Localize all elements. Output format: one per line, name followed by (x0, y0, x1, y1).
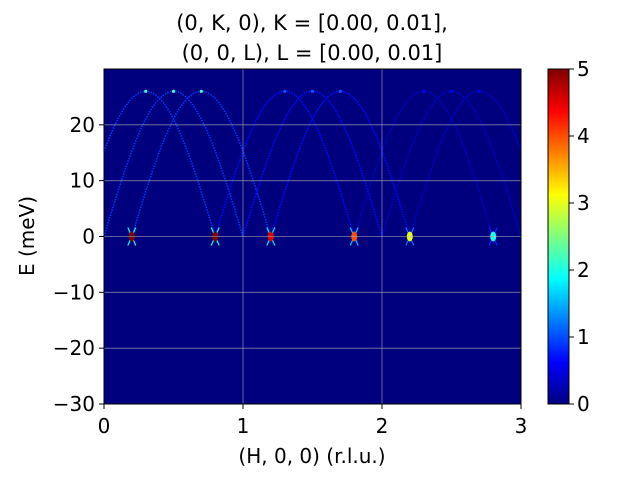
colorbar-tick-label: 0 (577, 392, 590, 416)
y-axis: −30 −20 −10 0 10 20 (53, 113, 104, 416)
y-tick-label: −20 (53, 336, 95, 360)
x-axis: 0 1 2 3 (98, 404, 528, 438)
y-tick-label: −30 (53, 392, 95, 416)
branch-peak (310, 89, 315, 93)
dispersion-branch (409, 90, 522, 237)
y-tick-label: −10 (53, 280, 95, 304)
branch-peak (199, 89, 203, 93)
x-tick-label: 0 (98, 414, 111, 438)
branch-peak (477, 89, 481, 93)
x-tick-label: 2 (376, 414, 389, 438)
branch-peak (449, 89, 454, 93)
title-line-1: (0, K, 0), K = [0.00, 0.01], (176, 11, 448, 35)
x-axis-label: (H, 0, 0) (r.l.u.) (238, 444, 385, 468)
x-tick-label: 1 (237, 414, 250, 438)
colorbar-tick-label: 1 (577, 325, 590, 349)
branch-peak (171, 89, 176, 93)
y-tick-label: 10 (70, 169, 95, 193)
colorbar (547, 68, 570, 405)
branch-peak (144, 89, 148, 93)
branch-peak (283, 89, 287, 93)
y-tick-label: 20 (70, 113, 95, 137)
colorbar-ticks: 0 1 2 3 4 5 (569, 57, 590, 416)
colorbar-tick-label: 5 (577, 57, 590, 81)
branch-peak (422, 89, 426, 93)
colorbar-tick-label: 4 (577, 124, 590, 148)
colorbar-tick-label: 3 (577, 191, 590, 215)
x-tick-label: 3 (515, 414, 528, 438)
colorbar-tick-label: 2 (577, 258, 590, 282)
branch-peak (338, 89, 342, 93)
title-line-2: (0, 0, L), L = [0.00, 0.01] (182, 41, 443, 65)
dispersion-layer (103, 89, 522, 246)
y-tick-label: 0 (82, 225, 95, 249)
y-axis-label: E (meV) (15, 196, 39, 276)
chart-title: (0, K, 0), K = [0.00, 0.01], (0, 0, L), … (176, 11, 448, 65)
